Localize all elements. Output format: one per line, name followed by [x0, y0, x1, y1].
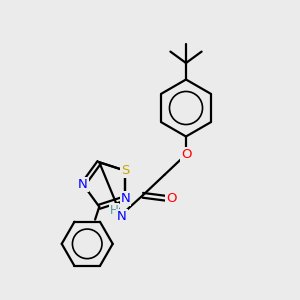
Text: N: N	[117, 210, 127, 224]
Text: O: O	[181, 148, 191, 161]
Text: N: N	[121, 192, 130, 205]
Text: H: H	[110, 204, 118, 218]
Text: O: O	[167, 192, 177, 205]
Text: S: S	[121, 164, 130, 177]
Text: N: N	[78, 178, 88, 191]
